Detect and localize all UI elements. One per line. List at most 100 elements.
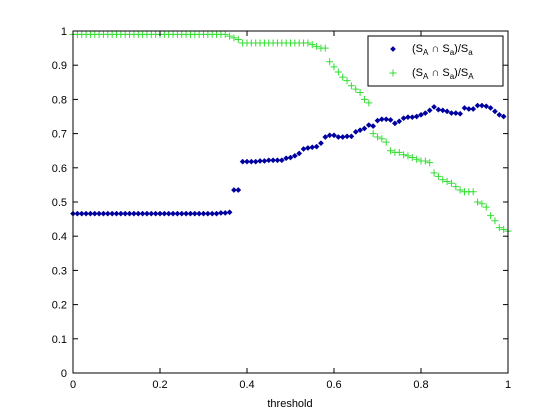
data-point [361,125,368,132]
data-point [369,130,377,138]
ticks-layer: 0 0.2 0.4 0.6 0.8 1 0 0.1 0.2 0.3 0.4 0.5 0.6 0.7 0.8 0… [52,26,511,391]
y-tick-label: 1 [61,26,67,38]
data-point [226,32,234,40]
y-tick-label: 0.9 [52,60,67,72]
y-tick-label: 0 [61,368,67,380]
series-2 [69,30,512,235]
data-point [404,152,412,160]
data-point [418,111,424,118]
data-point [408,154,416,162]
data-point [465,106,472,112]
data-point [474,102,481,109]
data-point [87,210,94,217]
data-point [270,157,277,164]
data-point [396,118,403,125]
data-point [143,210,150,217]
data-point [456,186,464,194]
data-point [382,138,390,146]
data-point [287,154,294,161]
legend: (SA ∩ Sa)/Sa (SA ∩ Sa)/SA [367,35,504,87]
data-point [487,212,495,220]
data-point [100,210,107,217]
data-point [257,158,264,164]
legend-marker-series-2 [389,69,397,77]
data-point [165,210,172,217]
data-point [422,110,429,117]
data-point [360,95,368,103]
data-point [434,172,442,180]
data-point [161,210,168,217]
data-point [413,113,420,120]
data-point [135,210,142,217]
data-point [326,132,333,139]
y-tick-label: 0.6 [52,163,67,175]
y-tick-label: 0.7 [52,129,67,141]
data-point [352,85,360,93]
data-point [439,176,447,184]
data-point [335,134,342,140]
data-point [74,210,81,217]
data-point [170,210,177,217]
data-point [404,114,411,121]
data-point [235,187,242,193]
data-point [443,177,451,185]
data-point [430,169,438,177]
data-point [352,128,359,135]
data-point [487,104,494,111]
data-point [478,200,486,208]
data-point [291,152,298,159]
data-point [187,210,194,217]
data-point [478,102,485,109]
data-point [500,113,507,120]
y-tick-label: 0.2 [52,300,67,312]
data-point [470,106,477,112]
data-point [78,210,85,217]
data-point [322,134,329,140]
data-point [370,123,377,130]
legend-label-series-2: (SA ∩ Sa)/SA [412,67,474,81]
data-point [183,210,190,217]
data-point [326,58,334,66]
data-point [391,120,398,127]
data-point [400,151,408,159]
data-point [83,210,90,217]
data-point [178,210,185,217]
data-point [344,133,351,140]
data-point [343,77,351,85]
data-point [431,103,438,110]
data-point [278,157,285,164]
data-point [122,210,129,217]
data-point [395,148,403,156]
data-point [474,198,482,206]
legend-marker [390,46,396,52]
y-tick-label: 0.3 [52,265,67,277]
data-point [413,155,421,163]
legend-marker [389,69,397,77]
data-point [96,210,103,217]
data-point [495,224,503,232]
data-point [491,108,498,115]
data-point [234,36,242,44]
data-point [200,210,207,217]
data-point [461,104,468,111]
data-point [221,30,229,38]
data-point [334,68,342,76]
data-point [435,106,442,113]
data-point [347,82,355,90]
data-point [444,108,451,115]
data-point [244,158,250,165]
data-point [313,143,320,150]
data-point [152,210,159,217]
data-point [387,116,394,123]
data-point [230,187,237,193]
data-point [378,135,386,143]
data-point [374,117,381,124]
data-point [448,110,455,117]
data-point [452,183,460,191]
data-point [483,103,490,110]
x-tick-label: 0.2 [152,379,167,391]
data-point [217,209,224,216]
data-point [447,179,455,187]
x-tick-label: 1 [505,379,511,391]
